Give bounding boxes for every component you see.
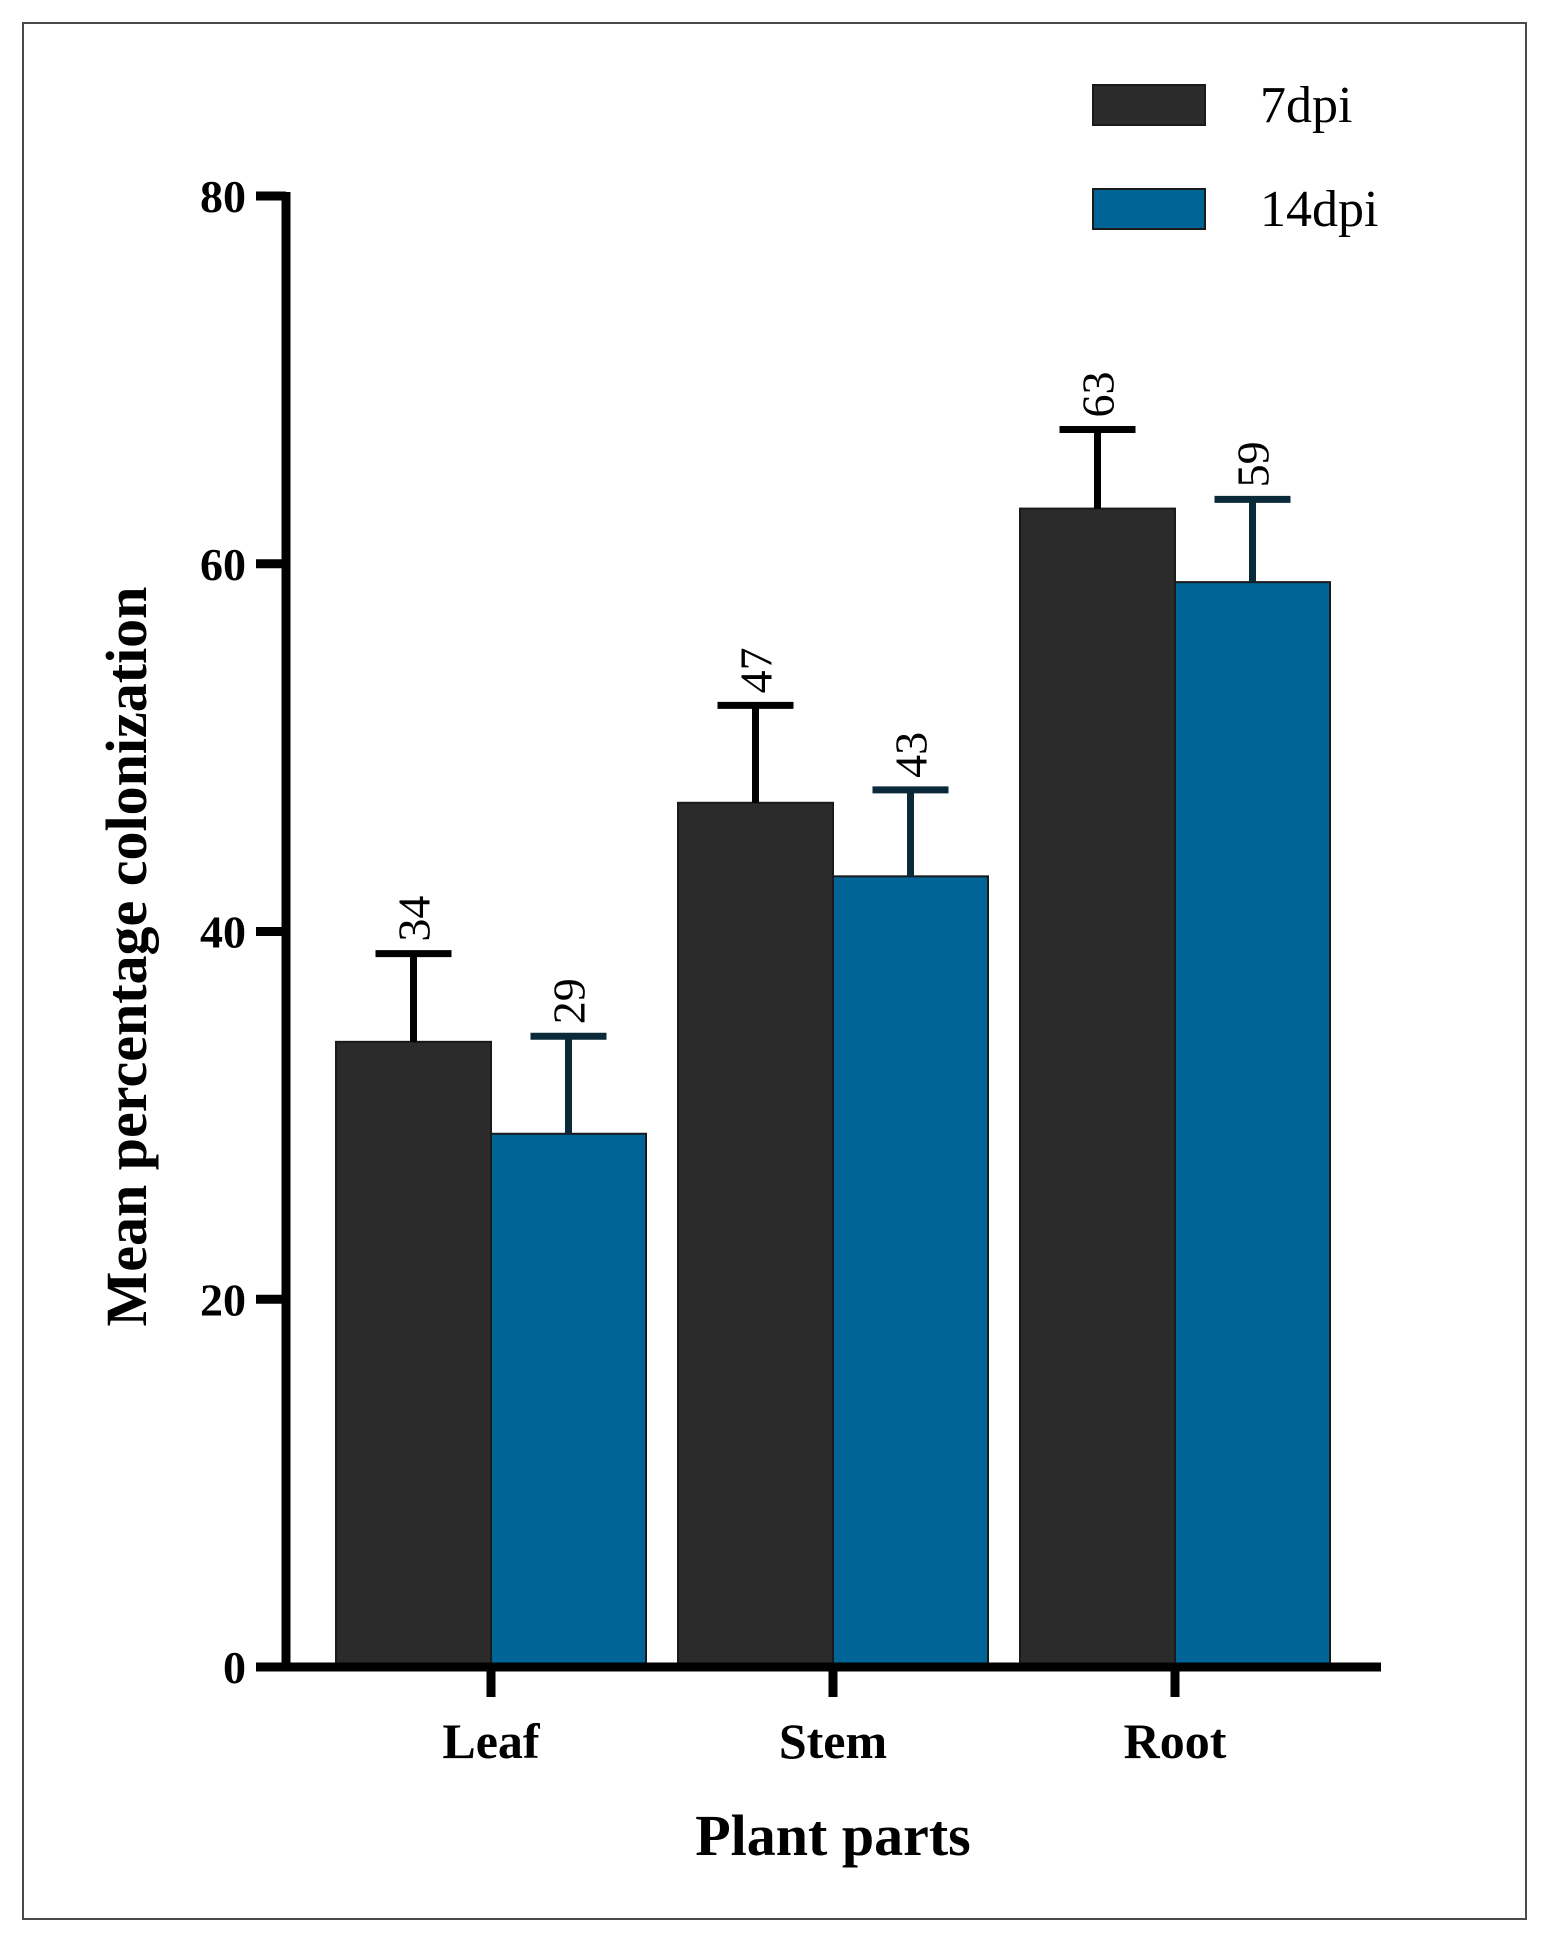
legend-swatch-14dpi (1092, 188, 1206, 230)
figure-frame (22, 22, 1527, 1920)
bar-leaf-14dpi (490, 1132, 647, 1668)
y-tick-label-4: 80 (200, 171, 246, 222)
bars-layer (335, 507, 1331, 1669)
bar-stem-14dpi (832, 875, 989, 1668)
data-label-root-14dpi: 59 (1228, 441, 1279, 487)
bar-root-14dpi (1174, 581, 1331, 1669)
data-label-stem-14dpi: 43 (886, 732, 937, 778)
y-ticks: 0 20 40 60 80 (200, 171, 286, 1693)
legend: 7dpi 14dpi (1092, 77, 1378, 238)
bar-root-7dpi (1019, 507, 1176, 1668)
x-tick-label-stem: Stem (779, 1713, 887, 1769)
bar-stem-7dpi (677, 801, 834, 1668)
legend-label-7dpi: 7dpi (1260, 77, 1352, 134)
y-tick-label-0: 0 (223, 1642, 246, 1693)
error-bars-layer (375, 426, 1291, 1134)
x-tick-label-root: Root (1124, 1713, 1227, 1769)
x-ticks: Leaf Stem Root (442, 1667, 1227, 1769)
data-labels: 34 29 47 43 63 59 (389, 372, 1279, 1025)
x-axis-title: Plant parts (695, 1803, 971, 1868)
data-label-root-7dpi: 63 (1073, 372, 1124, 418)
data-label-leaf-14dpi: 29 (544, 978, 595, 1024)
legend-label-14dpi: 14dpi (1260, 181, 1378, 238)
data-label-stem-7dpi: 47 (731, 647, 782, 693)
y-tick-label-3: 60 (200, 539, 246, 590)
bar-leaf-7dpi (335, 1040, 492, 1668)
y-tick-label-1: 20 (200, 1274, 246, 1325)
data-label-leaf-7dpi: 34 (389, 896, 440, 942)
legend-swatch-7dpi (1092, 84, 1206, 126)
y-tick-label-2: 40 (200, 907, 246, 958)
x-tick-label-leaf: Leaf (442, 1713, 541, 1769)
y-axis-title: Mean percentage colonization (94, 587, 159, 1327)
